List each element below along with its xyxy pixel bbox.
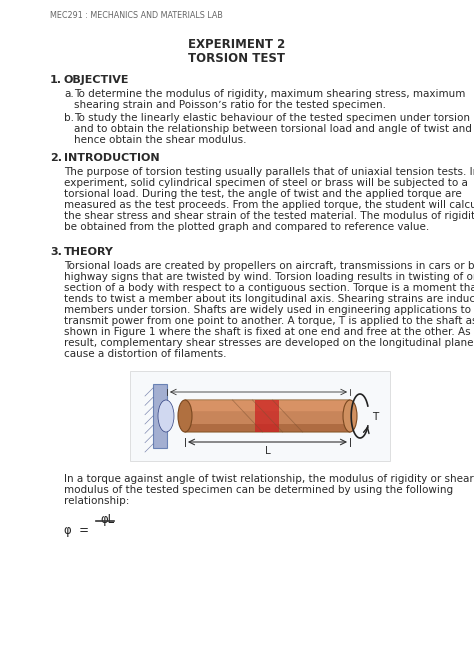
Text: 3.: 3.: [50, 247, 62, 257]
Text: transmit power from one point to another. A torque, T is applied to the shaft as: transmit power from one point to another…: [64, 316, 474, 326]
Ellipse shape: [158, 400, 174, 432]
Text: modulus of the tested specimen can be determined by using the following: modulus of the tested specimen can be de…: [64, 485, 453, 495]
Text: φ  =: φ =: [64, 524, 89, 537]
Bar: [153, 384, 167, 448]
Text: L: L: [264, 446, 270, 456]
Text: The purpose of torsion testing usually parallels that of uniaxial tension tests.: The purpose of torsion testing usually p…: [64, 167, 474, 177]
Text: section of a body with respect to a contiguous section. Torque is a moment that: section of a body with respect to a cont…: [64, 283, 474, 293]
Text: MEC291 : MECHANICS AND MATERIALS LAB: MEC291 : MECHANICS AND MATERIALS LAB: [50, 11, 223, 20]
Bar: [130, 371, 390, 461]
FancyBboxPatch shape: [185, 424, 350, 432]
Text: measured as the test proceeds. From the applied torque, the student will calcula: measured as the test proceeds. From the …: [64, 200, 474, 210]
Text: INTRODUCTION: INTRODUCTION: [64, 153, 160, 163]
Text: cause a distortion of filaments.: cause a distortion of filaments.: [64, 349, 227, 359]
Text: THEORY: THEORY: [64, 247, 114, 257]
Text: To determine the modulus of rigidity, maximum shearing stress, maximum: To determine the modulus of rigidity, ma…: [74, 89, 465, 99]
Text: result, complementary shear stresses are developed on the longitudinal planes wh: result, complementary shear stresses are…: [64, 338, 474, 348]
Text: a.: a.: [64, 89, 74, 99]
Text: φL: φL: [100, 513, 114, 526]
Text: EXPERIMENT 2: EXPERIMENT 2: [188, 38, 286, 51]
Text: relationship:: relationship:: [64, 496, 129, 506]
Text: experiment, solid cylindrical specimen of steel or brass will be subjected to a: experiment, solid cylindrical specimen o…: [64, 178, 468, 188]
Text: shown in Figure 1 where the shaft is fixed at one end and free at the other. As : shown in Figure 1 where the shaft is fix…: [64, 327, 474, 337]
FancyBboxPatch shape: [185, 400, 350, 432]
Text: OBJECTIVE: OBJECTIVE: [64, 75, 129, 85]
Text: 1.: 1.: [50, 75, 62, 85]
Text: and to obtain the relationship between torsional load and angle of twist and: and to obtain the relationship between t…: [74, 124, 472, 134]
FancyBboxPatch shape: [185, 400, 350, 411]
Text: T: T: [372, 412, 378, 422]
Text: torsional load. During the test, the angle of twist and the applied torque are: torsional load. During the test, the ang…: [64, 189, 462, 199]
Ellipse shape: [343, 400, 357, 432]
Text: members under torsion. Shafts are widely used in engineering applications to: members under torsion. Shafts are widely…: [64, 305, 471, 315]
Bar: [255, 400, 280, 432]
Text: b.: b.: [64, 113, 74, 123]
Text: hence obtain the shear modulus.: hence obtain the shear modulus.: [74, 135, 246, 145]
Text: In a torque against angle of twist relationship, the modulus of rigidity or shea: In a torque against angle of twist relat…: [64, 474, 474, 484]
Text: 2.: 2.: [50, 153, 62, 163]
Text: TORSION TEST: TORSION TEST: [189, 52, 285, 65]
Text: To study the linearly elastic behaviour of the tested specimen under torsion: To study the linearly elastic behaviour …: [74, 113, 470, 123]
Text: highway signs that are twisted by wind. Torsion loading results in twisting of o: highway signs that are twisted by wind. …: [64, 272, 474, 282]
Ellipse shape: [178, 400, 192, 432]
Text: Torsional loads are created by propellers on aircraft, transmissions in cars or : Torsional loads are created by propeller…: [64, 261, 474, 271]
Text: shearing strain and Poissonʼs ratio for the tested specimen.: shearing strain and Poissonʼs ratio for …: [74, 100, 386, 110]
Text: be obtained from the plotted graph and compared to reference value.: be obtained from the plotted graph and c…: [64, 222, 429, 232]
Text: the shear stress and shear strain of the tested material. The modulus of rigidit: the shear stress and shear strain of the…: [64, 211, 474, 221]
Text: tends to twist a member about its longitudinal axis. Shearing strains are induce: tends to twist a member about its longit…: [64, 294, 474, 304]
